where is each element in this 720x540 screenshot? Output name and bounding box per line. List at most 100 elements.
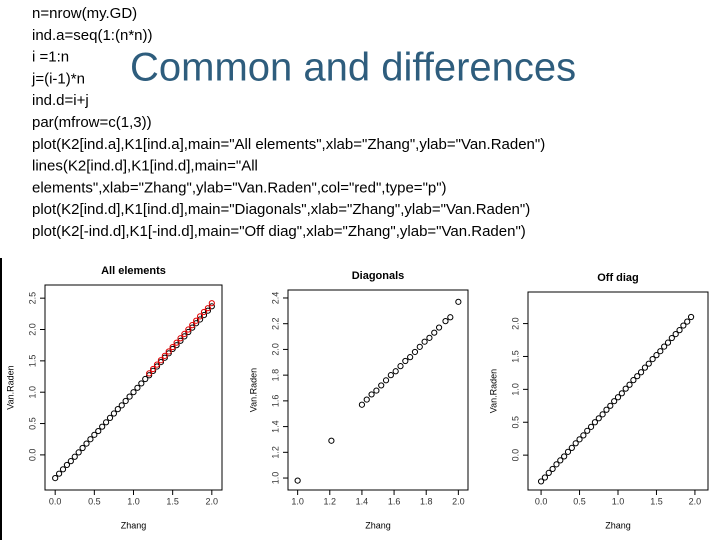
point [149,365,157,373]
y-tick-label: 2.2 [270,317,280,330]
point [387,372,394,379]
point [657,348,664,355]
point [634,373,641,380]
y-tick-label: 1.8 [270,369,280,382]
point [680,322,687,329]
point [368,391,375,398]
y-axis-label: Van.Raden [248,368,258,412]
code-line: plot(K2[-ind.d],K1[-ind.d],main="Off dia… [32,223,526,240]
x-tick-label: 2.0 [452,496,465,506]
point [447,314,454,321]
point [146,372,153,379]
point [622,385,629,392]
point [611,398,618,405]
point [455,298,462,305]
x-tick-label: 0.5 [88,496,101,506]
y-tick-label: 1.5 [27,355,37,368]
point [294,477,301,484]
y-tick-label: 1.5 [510,350,520,363]
point [126,393,133,400]
point [363,396,370,403]
point [193,317,200,324]
point [392,368,399,375]
x-tick-label: 1.0 [291,496,304,506]
point [637,369,645,376]
y-tick-label: 1.4 [270,420,280,433]
point [402,357,409,365]
code-line: n=nrow(my.GD) [32,5,137,22]
y-tick-label: 0.5 [27,417,37,430]
point [118,402,125,409]
point [134,384,141,391]
x-tick-label: 1.0 [612,496,625,506]
point [580,432,587,439]
x-axis-label: Zhang [605,520,631,530]
point [431,329,438,336]
point [603,406,610,413]
point [591,419,599,426]
point [173,339,180,346]
point [59,466,67,473]
point [561,453,568,460]
code-line: plot(K2[ind.a],K1[ind.a],main="All eleme… [32,136,545,153]
point [63,461,71,469]
point [382,377,390,384]
code-line: i =1:n [32,49,69,66]
y-tick-label: 2.0 [270,343,280,356]
point [672,330,679,338]
x-tick-label: 1.5 [650,496,663,506]
point [584,427,591,434]
point [55,470,63,477]
plot-title: Diagonals [352,270,405,282]
point [549,465,556,473]
point [185,326,192,333]
point [595,415,602,422]
x-tick-label: 1.0 [127,496,140,506]
point [146,370,153,377]
slide-title: Common and differences [130,46,576,90]
x-tick-label: 1.2 [324,496,337,506]
plot-box [287,289,469,491]
point [75,449,82,456]
point [95,427,102,435]
point [442,318,449,325]
point [87,436,94,443]
point [204,307,212,314]
x-tick-label: 2.0 [689,496,702,506]
point [426,334,433,341]
point [91,431,98,438]
point [687,313,695,321]
point [71,453,78,460]
code-line: ind.a=seq(1:(n*n)) [32,27,152,44]
point [435,324,443,331]
point [416,343,423,350]
point [177,335,184,342]
point [114,406,121,413]
code-line: elements",xlab="Zhang",ylab="Van.Raden",… [32,179,447,196]
point [358,401,366,408]
y-tick-label: 0.0 [27,449,37,462]
y-tick-label: 2.5 [27,292,37,305]
point [553,461,560,468]
x-tick-label: 1.8 [420,496,433,506]
y-tick-label: 2.4 [270,292,280,305]
point [614,394,622,401]
point [664,339,672,346]
point [587,423,595,430]
point [653,352,660,359]
x-tick-label: 1.4 [356,496,369,506]
point [181,330,188,337]
x-axis-label: Zhang [121,520,147,530]
x-tick-label: 0.5 [573,496,586,506]
point [165,348,172,355]
code-line: par(mfrow=c(1,3)) [32,114,152,131]
point [378,382,385,389]
x-tick-label: 0.0 [535,496,548,506]
point [411,348,419,356]
point [138,380,145,387]
point [684,318,691,325]
point [557,457,564,464]
point [200,311,208,319]
